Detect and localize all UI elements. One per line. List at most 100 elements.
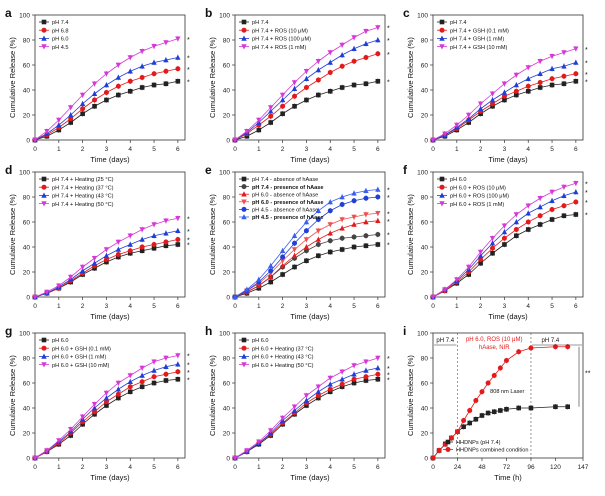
data-point bbox=[363, 243, 369, 249]
data-point bbox=[375, 376, 381, 382]
legend-marker bbox=[241, 184, 247, 190]
x-tick-label: 2 bbox=[281, 464, 285, 471]
x-tick-label: 6 bbox=[176, 464, 180, 471]
y-axis-label: Cumulative Release (%) bbox=[406, 37, 415, 118]
legend-entry: pH 6.0 bbox=[450, 177, 466, 183]
data-point bbox=[303, 237, 310, 243]
data-point bbox=[256, 117, 262, 123]
data-point bbox=[163, 363, 169, 370]
data-point bbox=[91, 401, 98, 408]
data-point bbox=[466, 115, 472, 122]
y-axis-label: Cumulative Release (%) bbox=[208, 194, 217, 275]
data-point bbox=[103, 71, 110, 77]
data-point bbox=[56, 438, 62, 444]
data-point bbox=[339, 376, 345, 382]
data-point bbox=[280, 111, 285, 117]
data-point bbox=[32, 137, 38, 143]
data-point bbox=[104, 97, 109, 103]
y-axis-label: Cumulative Release (%) bbox=[8, 37, 17, 118]
data-point bbox=[56, 283, 62, 289]
panel-label: a bbox=[5, 6, 12, 20]
data-point bbox=[151, 59, 157, 65]
data-point bbox=[479, 389, 485, 395]
plot-frame bbox=[234, 171, 386, 298]
x-tick-label: 2 bbox=[81, 146, 85, 153]
data-point bbox=[473, 398, 479, 403]
annotation-phase-3: pH 7.4 bbox=[542, 338, 560, 344]
data-point bbox=[280, 272, 285, 277]
x-tick-label: 1 bbox=[57, 146, 61, 153]
x-tick-label: 0 bbox=[233, 146, 237, 153]
data-point bbox=[516, 405, 522, 411]
data-point bbox=[315, 393, 321, 398]
data-point bbox=[280, 103, 286, 109]
legend-marker bbox=[439, 184, 445, 190]
data-point bbox=[291, 80, 298, 86]
legend-marker bbox=[241, 176, 247, 182]
data-point bbox=[498, 408, 503, 413]
data-point bbox=[151, 367, 157, 373]
y-tick-label: 100 bbox=[219, 169, 230, 176]
y-tick-label: 0 bbox=[226, 294, 230, 301]
data-point bbox=[363, 40, 369, 47]
series-line-3 bbox=[34, 38, 178, 141]
data-point bbox=[485, 380, 491, 386]
data-point bbox=[537, 85, 543, 90]
legend-entry: pH 6.0 + Heating (37 °C) bbox=[252, 346, 314, 352]
legend-marker bbox=[241, 362, 247, 368]
legend: pH 6.0 pH 6.0 + Heating (37 °C) pH 6.0 + H… bbox=[239, 337, 314, 369]
data-point bbox=[467, 420, 473, 426]
data-point bbox=[244, 128, 250, 135]
data-point bbox=[175, 36, 181, 42]
data-point bbox=[151, 71, 157, 77]
y-tick-label: 60 bbox=[421, 219, 429, 226]
significance-mark: * bbox=[387, 195, 390, 202]
significance-mark: * bbox=[187, 238, 190, 245]
x-tick-label: 2 bbox=[81, 303, 85, 310]
data-point bbox=[473, 416, 479, 422]
data-point bbox=[103, 247, 110, 253]
data-point bbox=[467, 408, 473, 413]
x-tick-label: 3 bbox=[105, 146, 109, 153]
data-point bbox=[351, 234, 357, 240]
data-point bbox=[303, 219, 310, 225]
legend-marker bbox=[41, 44, 47, 50]
x-tick-label: 147 bbox=[578, 464, 589, 471]
legend-entry: pH 7.4 bbox=[52, 20, 68, 26]
x-tick-label: 3 bbox=[305, 146, 309, 153]
legend-entry: pH 6.0 + GSH (0.1 mM) bbox=[52, 346, 111, 352]
data-point bbox=[175, 227, 181, 234]
data-point bbox=[561, 184, 567, 190]
data-point bbox=[303, 244, 310, 250]
x-axis-label: Time (h) bbox=[494, 473, 522, 482]
data-point bbox=[127, 55, 133, 61]
data-point bbox=[454, 122, 460, 128]
data-point bbox=[175, 353, 181, 359]
data-point bbox=[304, 258, 309, 264]
data-point bbox=[268, 428, 274, 434]
y-tick-label: 80 bbox=[23, 355, 31, 362]
y-tick-label: 20 bbox=[421, 430, 429, 437]
legend-entry: pH 4.5 bbox=[52, 45, 68, 51]
data-point bbox=[561, 213, 567, 219]
x-tick-label: 4 bbox=[328, 464, 332, 471]
legend-marker bbox=[445, 439, 451, 445]
data-point bbox=[139, 227, 145, 233]
data-point bbox=[573, 212, 579, 217]
data-point bbox=[537, 70, 543, 77]
x-axis-label: Time (days) bbox=[90, 312, 130, 321]
significance-mark: ** bbox=[585, 371, 591, 378]
data-point bbox=[163, 239, 169, 245]
data-point bbox=[115, 252, 121, 257]
data-point bbox=[256, 127, 262, 133]
significance-mark: * bbox=[187, 216, 190, 223]
y-tick-label: 100 bbox=[19, 169, 30, 176]
data-point bbox=[232, 137, 238, 143]
data-point bbox=[327, 238, 333, 244]
legend-entry: pH 7.4 - presence of hAase bbox=[252, 185, 324, 191]
legend-entry: pH 6.0 + ROS (1 mM) bbox=[450, 202, 504, 208]
data-point bbox=[490, 250, 495, 256]
legend-entry: pH 4.5 - absence of hAase bbox=[252, 208, 318, 214]
